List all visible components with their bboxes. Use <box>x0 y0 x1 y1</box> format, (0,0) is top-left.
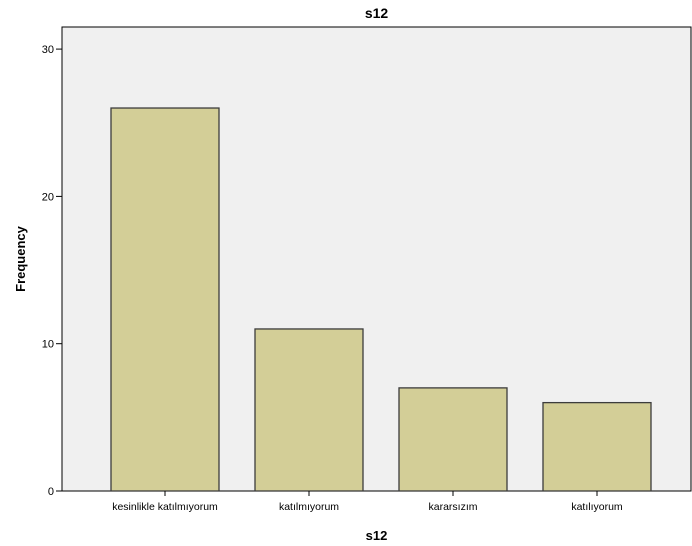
y-tick-label: 0 <box>48 486 54 498</box>
x-axis-title: s12 <box>366 528 388 543</box>
bar <box>254 328 364 492</box>
x-tick-label: kararsızım <box>428 501 477 513</box>
bar-group <box>110 107 652 492</box>
y-tick-label: 20 <box>42 191 54 203</box>
x-tick-label: katılmıyorum <box>279 501 339 513</box>
bar <box>542 401 652 492</box>
chart-title: s12 <box>365 5 389 21</box>
bar <box>110 107 220 492</box>
y-axis-title: Frequency <box>13 225 28 292</box>
y-tick-label: 30 <box>42 44 54 56</box>
bar <box>398 387 508 492</box>
x-axis: kesinlikle katılmıyorum katılmıyorum karar… <box>112 491 623 513</box>
y-tick-label: 10 <box>42 339 54 351</box>
y-axis: 0 10 20 30 <box>42 44 62 498</box>
x-tick-label: kesinlikle katılmıyorum <box>112 501 218 513</box>
x-tick-label: katılıyorum <box>571 501 623 513</box>
